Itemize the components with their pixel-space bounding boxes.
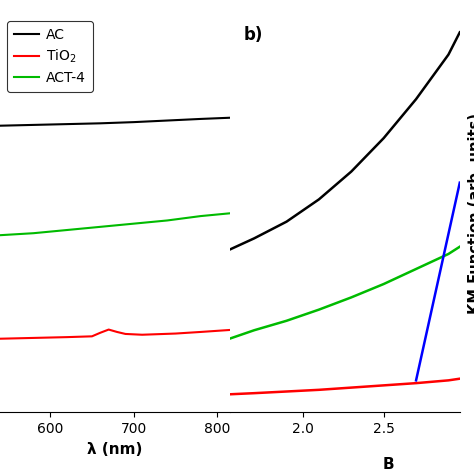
TiO$_2$ [31, 335, 36, 341]
ACT-4 [164, 218, 170, 223]
AC [164, 118, 170, 123]
ACT-4 [64, 227, 70, 233]
Text: b): b) [244, 26, 263, 44]
ACT-4 [98, 224, 103, 230]
ACT-4 [31, 230, 36, 236]
Line: TiO$_2$: TiO$_2$ [0, 329, 230, 339]
AC [98, 120, 103, 126]
AC [131, 119, 137, 125]
ACT-4 [227, 210, 233, 216]
Legend: AC, TiO$_2$, ACT-4: AC, TiO$_2$, ACT-4 [7, 21, 92, 91]
AC [0, 123, 3, 128]
TiO$_2$ [173, 331, 178, 337]
TiO$_2$ [114, 329, 120, 335]
ACT-4 [198, 213, 203, 219]
TiO$_2$ [89, 334, 95, 339]
TiO$_2$ [0, 336, 3, 342]
Text: B: B [383, 456, 394, 472]
TiO$_2$ [139, 332, 145, 337]
TiO$_2$ [64, 334, 70, 340]
Line: ACT-4: ACT-4 [0, 213, 230, 235]
AC [64, 121, 70, 127]
TiO$_2$ [98, 330, 103, 336]
Line: AC: AC [0, 118, 230, 126]
AC [227, 115, 233, 120]
X-axis label: λ (nm): λ (nm) [87, 442, 143, 456]
ACT-4 [0, 232, 3, 238]
ACT-4 [131, 221, 137, 227]
Y-axis label: KM Function (arb. units): KM Function (arb. units) [468, 113, 474, 314]
TiO$_2$ [198, 329, 203, 335]
AC [31, 122, 36, 128]
TiO$_2$ [123, 331, 128, 337]
TiO$_2$ [106, 327, 111, 332]
AC [198, 116, 203, 122]
TiO$_2$ [227, 327, 233, 333]
